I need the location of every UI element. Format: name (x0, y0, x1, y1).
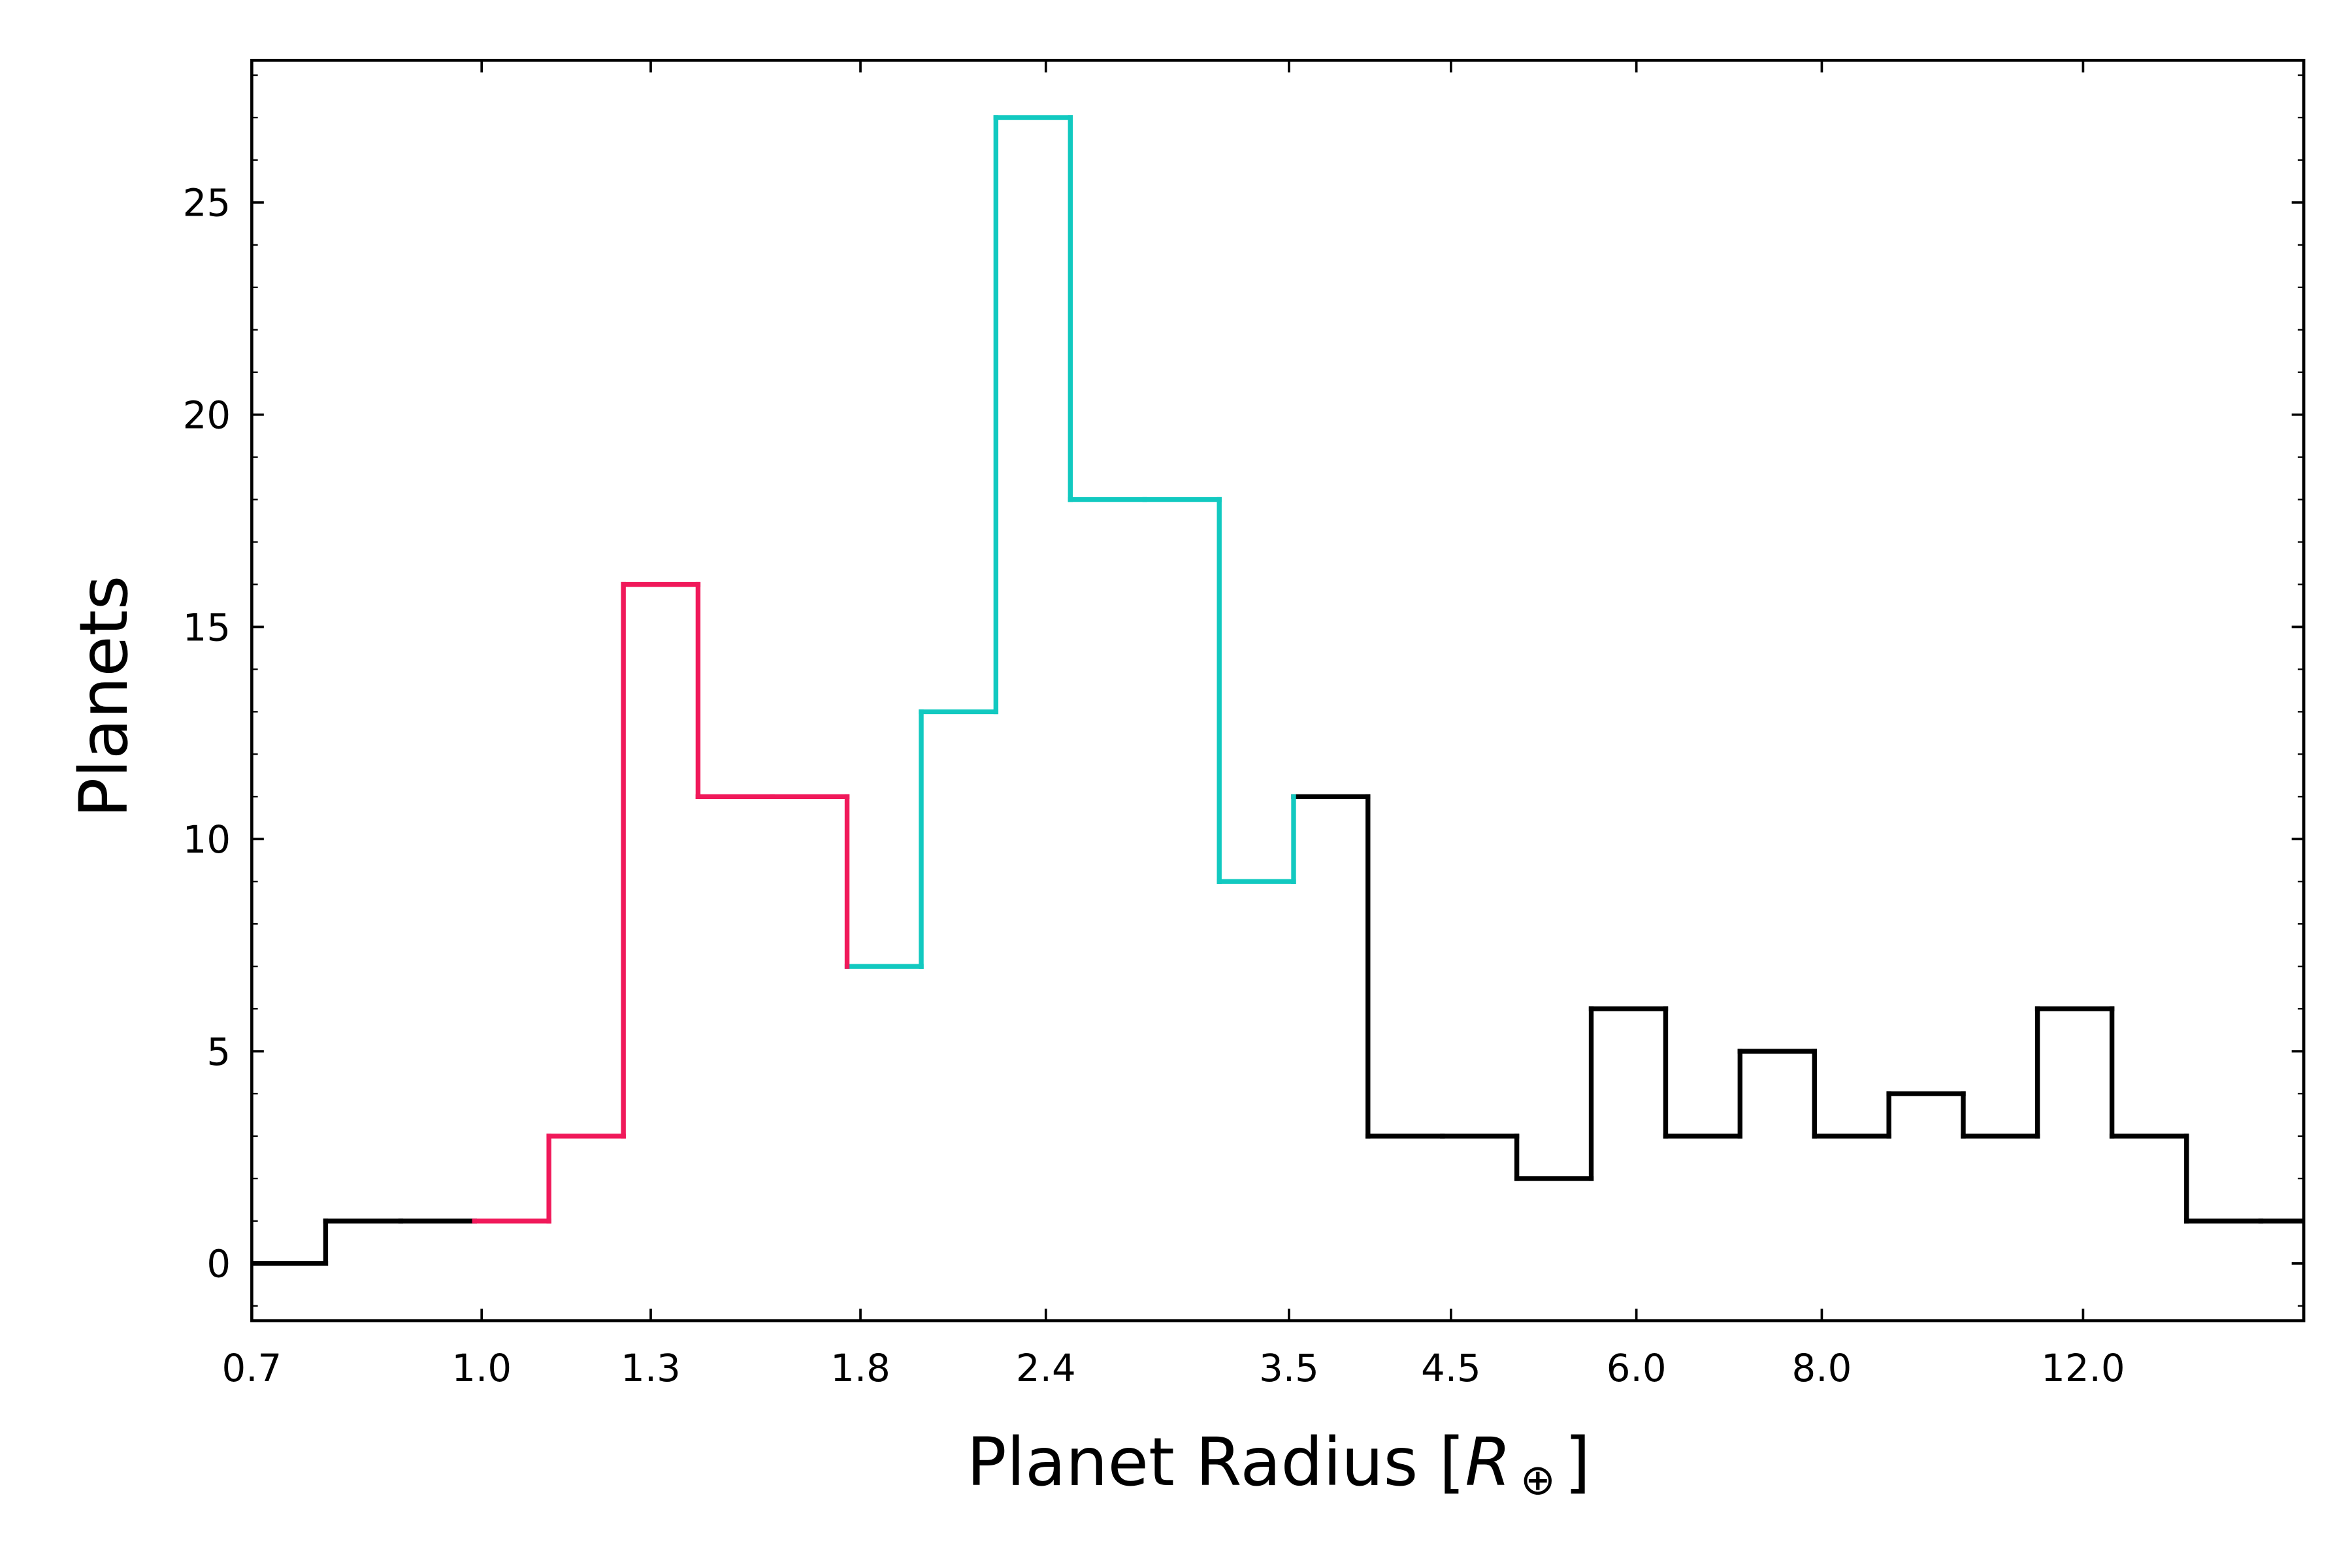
x-tick-label: 4.5 (1421, 1346, 1481, 1390)
plot-frame (250, 59, 2306, 1322)
x-tick-label: 6.0 (1607, 1346, 1667, 1390)
x-tick-label: 12.0 (2041, 1346, 2125, 1390)
x-tick-label: 1.8 (830, 1346, 890, 1390)
x-axis-label: Planet Radius [R ⊕] (967, 1424, 1591, 1505)
x-tick-label: 3.5 (1259, 1346, 1319, 1390)
plot-area (252, 115, 2304, 1266)
y-tick-label: 10 (183, 817, 231, 862)
y-tick-label: 25 (183, 181, 231, 225)
x-tick-label: 0.7 (222, 1346, 282, 1390)
y-axis-label: Planets (65, 576, 142, 818)
y-tick-label: 0 (206, 1242, 231, 1286)
y-tick-label: 5 (206, 1030, 231, 1074)
x-tick-label: 8.0 (1792, 1346, 1852, 1390)
x-tick-label: 1.0 (451, 1346, 512, 1390)
x-tick-label: 2.4 (1016, 1346, 1076, 1390)
y-tick-label: 20 (183, 393, 231, 437)
y-tick-label: 15 (183, 605, 231, 649)
x-tick-label: 1.3 (621, 1346, 681, 1390)
